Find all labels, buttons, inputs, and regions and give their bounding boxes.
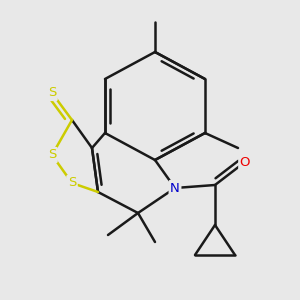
Text: S: S [48,148,56,161]
Text: N: N [170,182,180,194]
Text: S: S [48,86,56,100]
Text: O: O [240,155,250,169]
Text: S: S [68,176,76,190]
